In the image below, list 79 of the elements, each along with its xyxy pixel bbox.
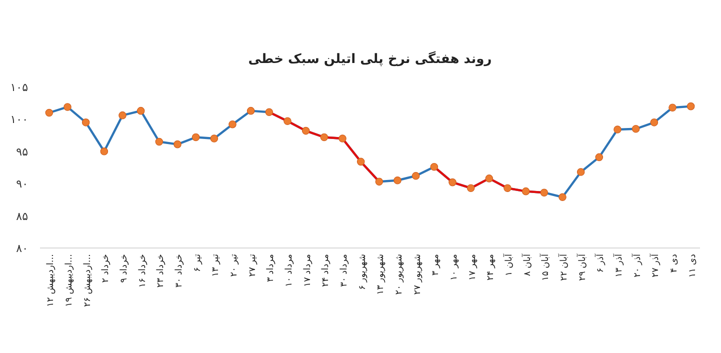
point (595, 153, 604, 162)
x-tick-label: ۶ آذر (594, 254, 606, 273)
x-tick-label: ۱۳ شهریور (376, 254, 386, 295)
point (320, 133, 328, 142)
x-tick-label: ۲۳ خرداد (156, 254, 166, 288)
x-tick-label: ۲۷ آذر (649, 254, 662, 278)
x-tick-label: ۲ خرداد (101, 254, 112, 283)
x-tick-label: ۲۰ تیر (230, 254, 240, 277)
point (576, 168, 585, 176)
point (448, 178, 456, 186)
point (64, 103, 72, 111)
y-tick-label: ۱۰۵ (10, 81, 28, 94)
chart-title: روند هفتگی نرخ پلی اتیلن سبک خطی (248, 51, 492, 67)
x-tick-label: ۱۰ مهر (450, 254, 460, 280)
point (118, 111, 126, 120)
x-tick-label: ۲۴ مرداد (321, 254, 332, 287)
x-tick-label: ۲۲ آبان (558, 254, 570, 281)
point (284, 117, 292, 126)
x-tick-label: ۶ شهریور (358, 254, 368, 290)
point (338, 134, 346, 142)
y-tick-label: ۱۰۰ (10, 113, 28, 126)
point (558, 193, 566, 202)
point (174, 140, 182, 148)
y-tick-label: ۹۵ (16, 145, 28, 158)
x-tick-label: ۳۰ مرداد (340, 254, 350, 287)
point (45, 108, 54, 117)
x-tick-label: ۳۰ خرداد (174, 254, 184, 288)
x-tick-label: ۱۳ تیر (211, 254, 222, 277)
point (650, 118, 658, 126)
x-tick-label: ۱۷ مرداد (302, 254, 313, 287)
x-tick-label: ۱۵ آبان (539, 254, 552, 281)
x-tick-label: ۱۰ مرداد (284, 254, 294, 287)
x-tick-label: ۲۴ مهر (486, 254, 496, 280)
point (430, 162, 438, 171)
x-tick-label: ۴ دی (670, 254, 680, 273)
x-tick-label: ۱۳ آذر (612, 254, 624, 278)
x-tick-label: ۶ تیر (192, 254, 203, 272)
point (412, 172, 420, 180)
y-tick-label: ۸۰ (16, 242, 28, 255)
point (246, 106, 255, 115)
x-tick-label: ۱۱ دی (688, 254, 698, 278)
point (632, 124, 640, 133)
x-tick-label: ۲۶ اردیبهش... (82, 254, 93, 307)
point (614, 126, 622, 134)
point (394, 176, 402, 184)
point (356, 158, 365, 166)
y-tick-label: ۸۵ (16, 210, 28, 223)
x-tick-label: ۲۷ شهریور (412, 254, 423, 295)
point (228, 120, 236, 128)
point (155, 138, 164, 146)
point (485, 174, 494, 182)
x-tick-label: ۲۰ شهریور (394, 254, 404, 295)
point (192, 133, 200, 142)
point (302, 126, 310, 135)
point (504, 184, 512, 192)
x-tick-label: ۸ آبان (520, 254, 533, 276)
x-tick-label: ۲۷ تیر (248, 254, 258, 277)
point (466, 184, 475, 192)
x-tick-label: ۱۶ خرداد (138, 254, 148, 288)
point (375, 178, 384, 186)
x-tick-label: ۳ مهر (431, 254, 442, 276)
point (100, 148, 108, 156)
point (136, 106, 145, 115)
x-tick-label: ۱۹ اردیبهش... (64, 254, 74, 307)
x-tick-label: ۱۷ مهر (468, 254, 478, 280)
point (210, 134, 218, 142)
y-tick-label: ۹۰ (16, 178, 28, 191)
x-tick-label: ۱ آبان (502, 254, 514, 276)
point (540, 188, 548, 197)
x-tick-label: ۹ خرداد (120, 254, 130, 283)
x-tick-label: ۱۲ اردیبهش... (46, 254, 56, 307)
point (265, 108, 274, 116)
point (82, 118, 90, 126)
x-tick-label: ۲۹ آبان (576, 254, 588, 281)
point (686, 102, 695, 110)
point (522, 187, 530, 196)
x-tick-label: ۲۰ آذر (630, 254, 643, 278)
x-tick-label: ۳ مرداد (266, 254, 276, 282)
point (668, 104, 676, 112)
